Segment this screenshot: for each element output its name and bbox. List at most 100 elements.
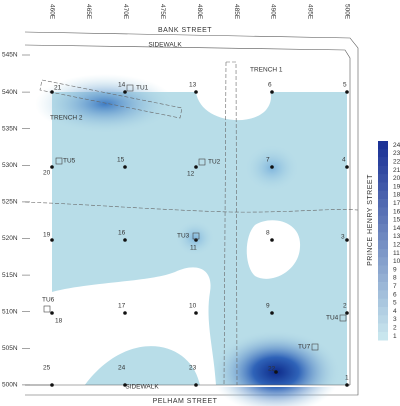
contour-gap (196, 92, 271, 121)
legend-label: 17 (393, 200, 400, 207)
legend-swatch (378, 273, 388, 283)
test-unit-label: TU7 (298, 344, 311, 351)
sample-point (270, 165, 274, 169)
point-label: 24 (118, 365, 126, 372)
easting-label: 460E (48, 4, 55, 20)
legend-swatch (378, 257, 388, 266)
trench-label: TRENCH 2 (50, 115, 83, 122)
legend-label: 7 (393, 283, 397, 290)
legend-swatch (378, 282, 388, 291)
contour-gap (52, 267, 216, 386)
trench-outline (39, 79, 183, 119)
point-label: 23 (189, 365, 197, 372)
test-unit (43, 305, 51, 313)
legend-label: 24 (393, 142, 400, 149)
legend-swatch (378, 307, 388, 316)
legend-swatch (378, 157, 388, 167)
northing-label: 520N (2, 235, 18, 242)
legend-label: 2 (393, 324, 397, 331)
legend-swatch (378, 215, 388, 225)
point-label: 16 (118, 230, 126, 237)
legend-label: 5 (393, 300, 397, 307)
contour-gap (246, 220, 301, 279)
sample-point (50, 383, 54, 387)
legend-swatch (378, 224, 388, 233)
legend-label: 15 (393, 217, 400, 224)
test-unit (192, 232, 200, 240)
sample-point (345, 383, 349, 387)
sample-point (194, 165, 198, 169)
legend-label: 19 (393, 183, 400, 190)
trench-label: TRENCH 1 (250, 67, 283, 74)
legend-label: 20 (393, 175, 400, 182)
point-label: 9 (266, 303, 270, 310)
street-label: PRINCE HENRY STREET (367, 174, 374, 266)
legend-label: 8 (393, 275, 397, 282)
sample-point (270, 238, 274, 242)
sample-point (50, 238, 54, 242)
point-label: 3 (341, 234, 345, 241)
point-label: 7 (266, 157, 270, 164)
point-label: 22 (268, 366, 276, 373)
test-unit (311, 343, 319, 351)
point-label: 25 (43, 365, 51, 372)
point-label: 4 (342, 157, 346, 164)
sample-point (123, 383, 127, 387)
northing-label: 525N (2, 199, 18, 206)
easting-label: 480E (196, 4, 203, 20)
easting-label: 470E (122, 4, 129, 20)
sample-point (50, 311, 54, 315)
point-label: 20 (43, 170, 51, 177)
legend-swatch (378, 174, 388, 183)
northing-label: 535N (2, 125, 18, 132)
legend-swatch (378, 190, 388, 200)
legend-swatch (378, 207, 388, 216)
legend-swatch (378, 265, 388, 275)
legend-swatch (378, 199, 388, 208)
test-unit-label: TU4 (326, 315, 339, 322)
legend-label: 13 (393, 233, 400, 240)
legend-label: 21 (393, 167, 400, 174)
legend-swatch (378, 182, 388, 192)
sample-point (50, 165, 54, 169)
test-unit-label: TU6 (42, 297, 55, 304)
point-label: 13 (189, 82, 197, 89)
point-label: 15 (117, 157, 125, 164)
legend-swatch (378, 323, 388, 333)
northing-label: 515N (2, 272, 18, 279)
sidewalk-line (24, 44, 351, 385)
legend-label: 4 (393, 308, 397, 315)
northing-label: 545N (2, 52, 18, 59)
legend-label: 6 (393, 291, 397, 298)
legend-label: 23 (393, 150, 400, 157)
sample-point (50, 90, 54, 94)
point-label: 14 (118, 82, 126, 89)
easting-label: 465E (85, 4, 92, 20)
point-label: 19 (43, 232, 51, 239)
street-label: BANK STREET (158, 27, 212, 34)
sidewalk-label: SIDEWALK (148, 42, 182, 49)
legend-swatch (378, 141, 388, 150)
legend-label: 14 (393, 225, 400, 232)
test-unit-label: TU5 (63, 158, 76, 165)
test-unit-label: TU2 (208, 159, 221, 166)
point-label: 21 (54, 85, 62, 92)
legend-label: 10 (393, 258, 400, 265)
sample-point (194, 383, 198, 387)
legend-swatch (378, 165, 388, 175)
legend-swatch (378, 331, 388, 341)
sample-point (194, 311, 198, 315)
test-unit (55, 157, 63, 165)
sample-point (345, 311, 349, 315)
point-label: 5 (343, 82, 347, 89)
sample-point (345, 165, 349, 169)
legend-swatch (378, 232, 388, 241)
legend-swatch (378, 248, 388, 258)
point-label: 6 (268, 82, 272, 89)
legend-swatch (378, 149, 388, 158)
sample-point (123, 238, 127, 242)
legend-label: 11 (393, 250, 400, 257)
northing-label: 540N (2, 89, 18, 96)
legend-label: 1 (393, 333, 397, 340)
northing-label: 505N (2, 345, 18, 352)
